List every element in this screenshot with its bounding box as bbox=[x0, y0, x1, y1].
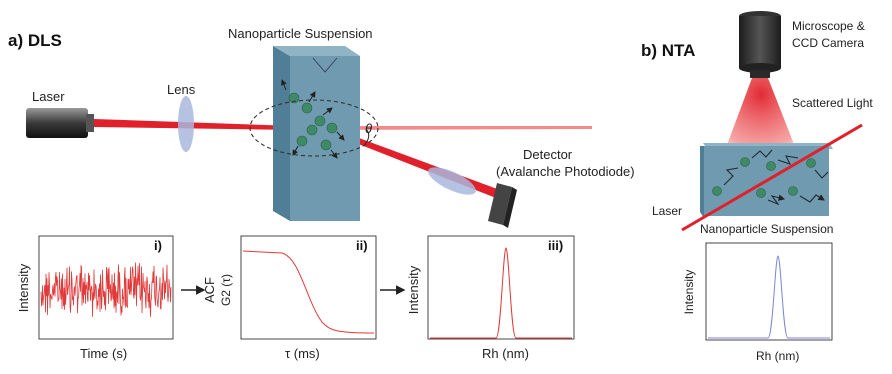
dls-lens-label: Lens bbox=[167, 82, 196, 97]
nta-plot: Intensity Rh (nm) bbox=[682, 242, 833, 363]
nta-microscope-label-1: Microscope & bbox=[792, 19, 865, 33]
nta-particles bbox=[712, 157, 816, 198]
dls-scattering-volume bbox=[249, 99, 379, 157]
nta-trajectories bbox=[723, 149, 829, 206]
dls-angle-arc bbox=[364, 128, 370, 145]
dls-particles bbox=[288, 92, 338, 151]
nta-camera bbox=[739, 11, 781, 78]
plot-iii-xlabel: Rh (nm) bbox=[482, 346, 529, 361]
acf-curve bbox=[242, 250, 375, 334]
nta-plot-ylabel: Intensity bbox=[682, 270, 696, 315]
dls-suspension-label: Nanoparticle Suspension bbox=[228, 26, 373, 41]
dls-angle-label: θ bbox=[365, 121, 372, 136]
intensity-trace bbox=[40, 262, 172, 317]
nta-suspension-label: Nanoparticle Suspension bbox=[700, 222, 833, 236]
plot-ii-ylabel-1: ACF bbox=[202, 277, 217, 303]
dls-transmitted-beam bbox=[295, 126, 592, 130]
nta-size-distribution-peak bbox=[708, 255, 830, 339]
plot-iii-tag: iii) bbox=[548, 238, 563, 253]
dls-incident-beam bbox=[94, 119, 295, 130]
dls-lens bbox=[178, 96, 194, 152]
nta-plot-xlabel: Rh (nm) bbox=[756, 349, 799, 363]
plot-i-ylabel: Intensity bbox=[16, 263, 31, 312]
dls-laser-label: Laser bbox=[32, 89, 65, 104]
nta-microscope-label-2: CCD Camera bbox=[792, 36, 864, 50]
plot-i-tag: i) bbox=[154, 238, 162, 253]
dls-detector bbox=[488, 183, 517, 228]
plot-iii-ylabel: Intensity bbox=[406, 265, 421, 314]
dls-size-distribution-peak bbox=[430, 247, 572, 339]
dls-collection-lens bbox=[428, 167, 476, 195]
plot-ii-tag: ii) bbox=[356, 238, 368, 253]
dls-detector-label-1: Detector bbox=[523, 147, 573, 162]
dls-heading: a) DLS bbox=[8, 31, 62, 50]
dls-scattered-beam bbox=[338, 131, 500, 198]
dls-detector-label-2: (Avalanche Photodiode) bbox=[496, 164, 635, 179]
plot-ii-xlabel: τ (ms) bbox=[285, 346, 320, 361]
nta-scattered-label: Scattered Light bbox=[792, 96, 873, 110]
dls-plot-iii: iii) Intensity Rh (nm) bbox=[406, 235, 575, 361]
dls-plot-ii: ii) ACF G2 (τ) τ (ms) bbox=[202, 235, 377, 361]
nta-laser-label: Laser bbox=[652, 204, 682, 218]
dls-laser bbox=[26, 108, 94, 138]
nta-heading: b) NTA bbox=[641, 41, 695, 60]
nta-laser-beam bbox=[681, 123, 863, 232]
dls-cuvette bbox=[273, 46, 360, 221]
dls-plot-i: i) Intensity Time (s) bbox=[16, 235, 174, 361]
plot-i-xlabel: Time (s) bbox=[80, 346, 127, 361]
plot-ii-ylabel-2: G2 (τ) bbox=[219, 274, 233, 306]
